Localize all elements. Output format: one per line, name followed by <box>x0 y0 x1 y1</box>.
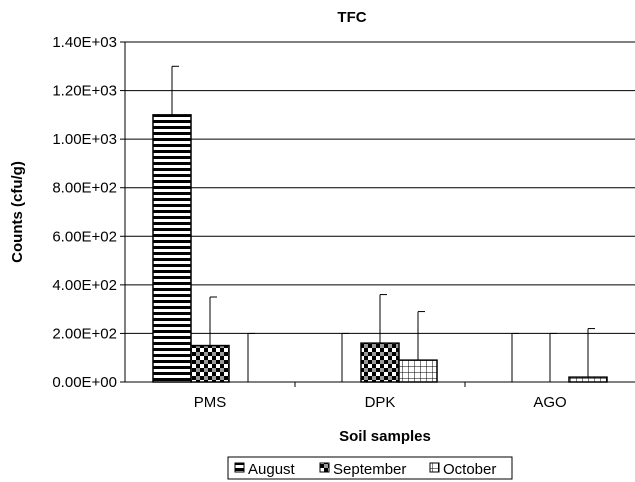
legend-box <box>227 456 513 480</box>
x-tick-labels: PMS DPK AGO <box>194 382 567 411</box>
y-tick-label: 8.00E+02 <box>52 180 117 197</box>
error-bars <box>171 65 595 382</box>
x-tick-label: AGO <box>533 394 566 411</box>
y-tick-label: 4.00E+02 <box>52 277 117 294</box>
y-tick-label: 2.00E+02 <box>52 325 117 342</box>
bar <box>152 114 192 383</box>
bar <box>568 376 608 383</box>
legend-label: August <box>248 461 296 478</box>
chart-title: TFC <box>337 9 366 26</box>
bar <box>360 342 400 383</box>
legend-label: October <box>443 461 496 478</box>
legend-swatch <box>234 462 245 473</box>
x-tick-label: DPK <box>365 394 396 411</box>
y-axis-title: Counts (cfu/g) <box>9 161 26 263</box>
y-tick-label: 1.00E+03 <box>52 131 117 148</box>
bar <box>398 359 438 383</box>
y-tick-label: 1.20E+03 <box>52 83 117 100</box>
legend-swatch <box>319 462 330 473</box>
gridlines <box>125 41 635 334</box>
y-tick-label: 1.40E+03 <box>52 34 117 51</box>
legend-label: September <box>333 461 406 478</box>
x-tick-label: PMS <box>194 394 227 411</box>
y-tick-label: 6.00E+02 <box>52 228 117 245</box>
bar <box>190 344 230 383</box>
y-tick-label: 0.00E+00 <box>52 374 117 391</box>
y-tick-labels: 0.00E+00 2.00E+02 4.00E+02 6.00E+02 8.00E+02… <box>52 34 125 391</box>
x-axis-title: Soil samples <box>339 428 431 445</box>
legend-swatch <box>429 462 440 473</box>
legend: August September October <box>227 456 513 480</box>
